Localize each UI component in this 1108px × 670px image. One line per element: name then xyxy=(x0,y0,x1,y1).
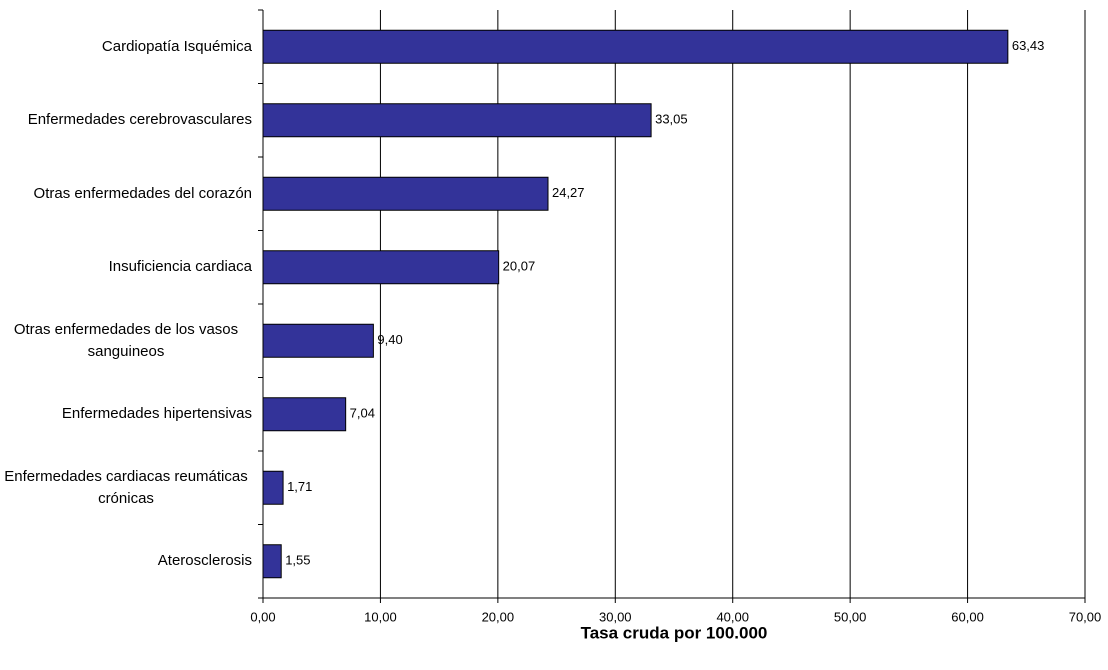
y-tick-label-box: Otras enfermedades del corazón xyxy=(0,183,252,205)
y-tick-label: Enfermedades cerebrovasculares xyxy=(27,111,252,129)
bar xyxy=(262,250,500,285)
y-tick-label: Enfermedades cardiacas reumáticas crónic… xyxy=(4,467,248,507)
y-tick-label: Cardiopatía Isquémica xyxy=(101,37,252,55)
bar xyxy=(262,470,284,505)
y-tick-label: Aterosclerosis xyxy=(157,552,252,570)
x-tick-label: 70,00 xyxy=(1069,609,1102,624)
value-label: 9,40 xyxy=(377,332,402,347)
x-tick-label: 40,00 xyxy=(716,609,749,624)
x-tick-label: 10,00 xyxy=(364,609,397,624)
bar xyxy=(262,323,374,358)
y-tick-label: Otras enfermedades de los vasos sanguine… xyxy=(13,320,239,360)
bar xyxy=(262,103,652,138)
x-tick-label: 60,00 xyxy=(951,609,984,624)
y-tick-label: Otras enfermedades del corazón xyxy=(33,184,252,202)
y-tick-label-box: Enfermedades cerebrovasculares xyxy=(0,109,252,131)
x-tick-label: 50,00 xyxy=(834,609,867,624)
value-label: 1,71 xyxy=(287,479,312,494)
value-label: 63,43 xyxy=(1012,38,1045,53)
value-label: 33,05 xyxy=(655,112,688,127)
y-tick-label-box: Enfermedades cardiacas reumáticas crónic… xyxy=(0,466,252,510)
value-label: 7,04 xyxy=(350,406,375,421)
bar xyxy=(262,544,282,579)
y-tick-label-box: Cardiopatía Isquémica xyxy=(0,36,252,58)
y-tick-label: Enfermedades hipertensivas xyxy=(61,405,252,423)
y-tick-label-box: Insuficiencia cardiaca xyxy=(0,256,252,278)
bar xyxy=(262,29,1009,64)
bar xyxy=(262,397,347,432)
x-tick-label: 30,00 xyxy=(599,609,632,624)
y-tick-label-box: Enfermedades hipertensivas xyxy=(0,403,252,425)
y-tick-label-box: Otras enfermedades de los vasos sanguine… xyxy=(0,319,252,363)
value-label: 1,55 xyxy=(285,553,310,568)
bar xyxy=(262,176,549,211)
y-tick-label-box: Aterosclerosis xyxy=(0,550,252,572)
x-tick-label: 20,00 xyxy=(482,609,515,624)
y-tick-label: Insuficiencia cardiaca xyxy=(108,258,252,276)
value-label: 24,27 xyxy=(552,185,585,200)
x-axis-title: Tasa cruda por 100.000 xyxy=(581,623,768,642)
value-label: 20,07 xyxy=(503,259,536,274)
x-tick-label: 0,00 xyxy=(250,609,275,624)
